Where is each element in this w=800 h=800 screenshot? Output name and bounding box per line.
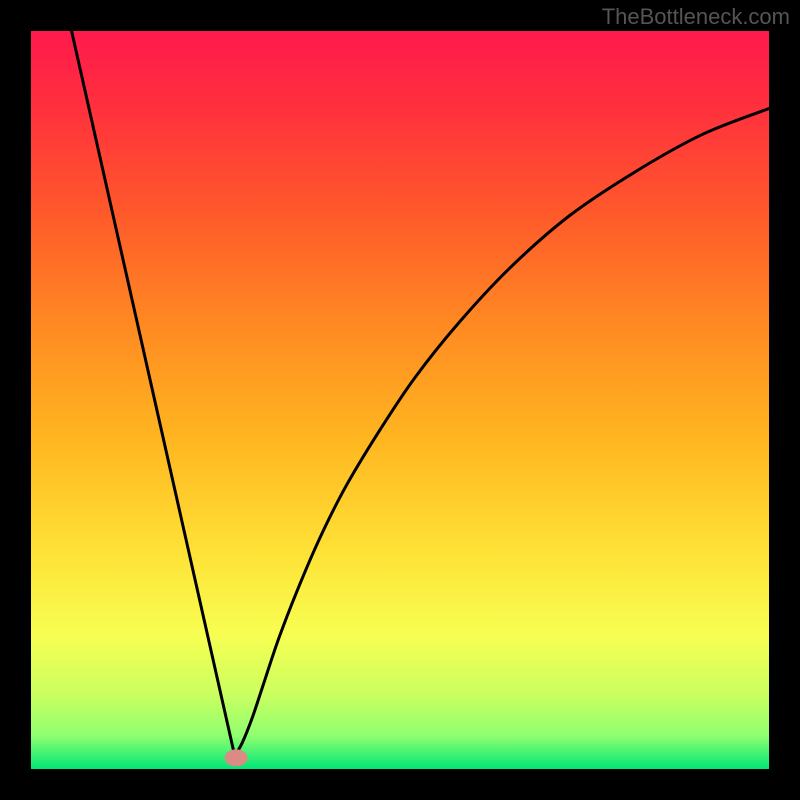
chart-frame: TheBottleneck.com — [0, 0, 800, 800]
plot-area — [31, 31, 769, 769]
watermark-text: TheBottleneck.com — [602, 4, 790, 30]
